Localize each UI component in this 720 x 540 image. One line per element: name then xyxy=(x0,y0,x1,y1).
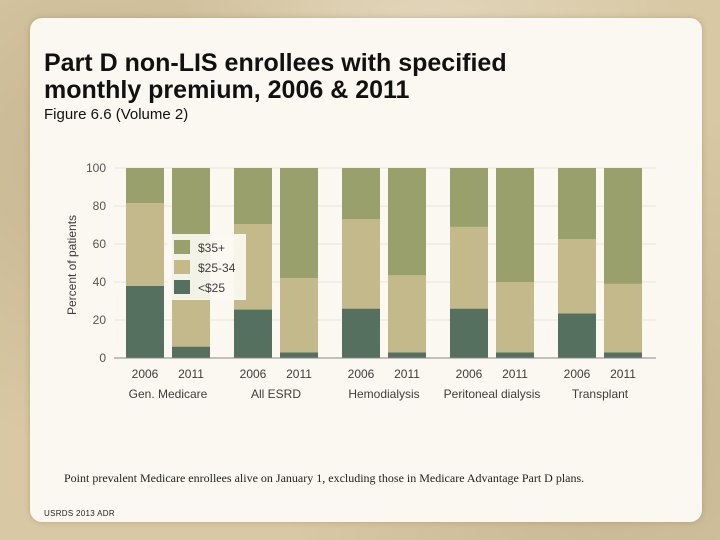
bar-segment-25-34 xyxy=(172,299,210,347)
bar-segment-under-25 xyxy=(558,313,596,358)
bar-segment-under-25 xyxy=(280,352,318,358)
y-axis-label: Percent of patients xyxy=(65,215,79,315)
y-tick-label: 40 xyxy=(93,275,107,289)
bar-segment-25-34 xyxy=(450,226,488,309)
bar-segment-35-plus xyxy=(234,168,272,225)
bar-segment-25-34 xyxy=(496,282,534,353)
x-tick-label: 2011 xyxy=(286,367,312,381)
group-label: Peritoneal dialysis xyxy=(444,387,541,401)
bar-segment-35-plus xyxy=(388,168,426,276)
x-tick-label: 2006 xyxy=(348,367,375,381)
source-label: USRDS 2013 ADR xyxy=(44,509,115,518)
group-label: Gen. Medicare xyxy=(129,387,208,401)
slide-title: Part D non-LIS enrollees with specified … xyxy=(44,49,507,104)
x-tick-label: 2006 xyxy=(132,367,159,381)
bar-segment-25-34 xyxy=(126,203,164,286)
legend-swatch xyxy=(174,260,190,274)
bar-segment-35-plus xyxy=(558,168,596,240)
group-label: All ESRD xyxy=(251,387,301,401)
bar-segment-under-25 xyxy=(388,352,426,358)
bar-segment-35-plus xyxy=(342,168,380,220)
bar-segment-25-34 xyxy=(342,219,380,309)
y-tick-label: 80 xyxy=(93,199,107,213)
bar-segment-25-34 xyxy=(388,275,426,353)
bar-segment-35-plus xyxy=(604,168,642,284)
x-tick-label: 2011 xyxy=(394,367,420,381)
x-tick-label: 2011 xyxy=(502,367,528,381)
bar-segment-25-34 xyxy=(558,239,596,314)
y-tick-label: 0 xyxy=(99,351,106,365)
group-label: Transplant xyxy=(572,387,629,401)
bar-segment-under-25 xyxy=(172,346,210,358)
bar-segment-under-25 xyxy=(450,308,488,358)
y-tick-label: 60 xyxy=(93,237,107,251)
x-tick-label: 2006 xyxy=(564,367,591,381)
y-tick-label: 20 xyxy=(93,313,107,327)
bar-segment-under-25 xyxy=(342,308,380,358)
x-tick-label: 2011 xyxy=(178,367,204,381)
chart-footnote: Point prevalent Medicare enrollees alive… xyxy=(64,471,585,485)
bar-segment-25-34 xyxy=(604,283,642,353)
bar-segment-35-plus xyxy=(126,168,164,204)
legend-label: <$25 xyxy=(198,281,225,295)
y-tick-label: 100 xyxy=(86,161,106,175)
bar-segment-under-25 xyxy=(496,352,534,358)
legend-label: $35+ xyxy=(198,241,225,255)
bar-segment-35-plus xyxy=(280,168,318,279)
legend-swatch xyxy=(174,280,190,294)
bar-segment-35-plus xyxy=(496,168,534,282)
bar-segment-under-25 xyxy=(126,285,164,358)
figure-subtitle: Figure 6.6 (Volume 2) xyxy=(44,106,189,123)
bar-segment-25-34 xyxy=(280,278,318,353)
x-tick-label: 2006 xyxy=(240,367,267,381)
x-tick-label: 2011 xyxy=(610,367,636,381)
group-label: Hemodialysis xyxy=(348,387,419,401)
legend: $35+ $25-34 <$25 xyxy=(168,234,246,300)
x-tick-label: 2006 xyxy=(456,367,483,381)
legend-swatch xyxy=(174,240,190,254)
bar-segment-under-25 xyxy=(234,309,272,358)
legend-label: $25-34 xyxy=(198,261,236,275)
bar-segment-under-25 xyxy=(604,352,642,358)
bar-segment-35-plus xyxy=(450,168,488,227)
labels: 0 20 40 60 80 100 Percent of patients 2006 2011 2… xyxy=(65,161,636,401)
